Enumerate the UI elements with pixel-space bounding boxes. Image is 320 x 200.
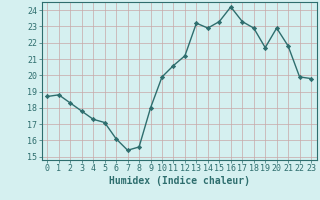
- X-axis label: Humidex (Indice chaleur): Humidex (Indice chaleur): [109, 176, 250, 186]
